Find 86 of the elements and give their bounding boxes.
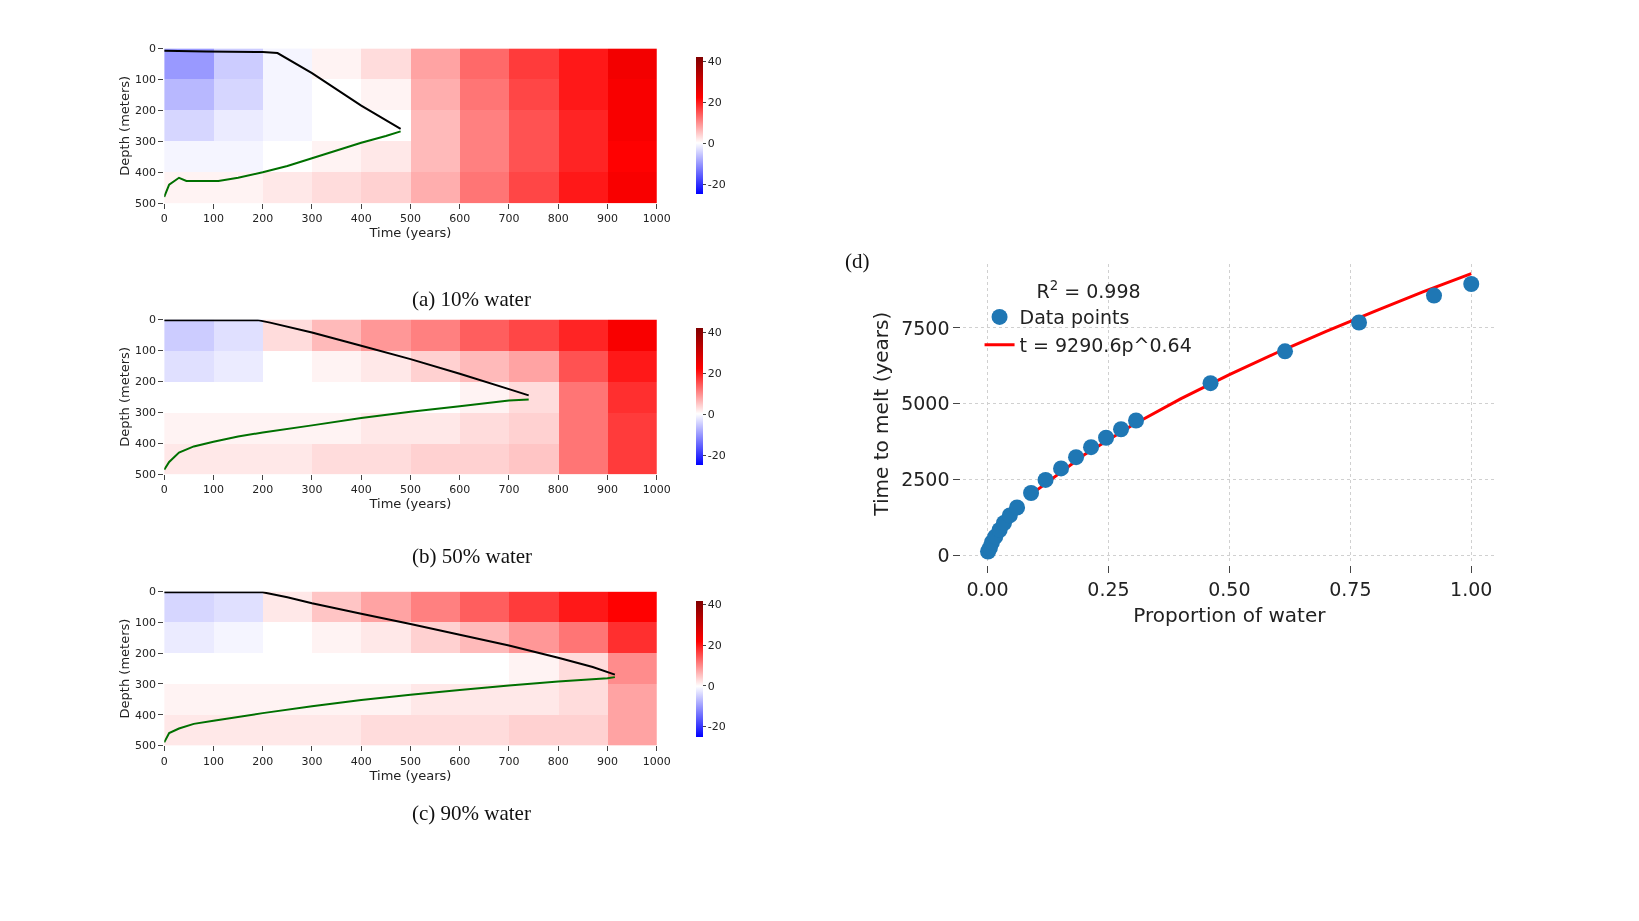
x-tick-label: 100 [202,212,224,226]
x-tick-label: 300 [301,483,323,497]
y-tick-label: 100 [135,73,157,87]
x-tick-label: 700 [498,483,520,497]
y-tick-label: 400 [135,437,157,451]
x-tick-label: 700 [498,754,520,768]
color-bar-label: 0 [707,137,715,151]
x-tick-label: 300 [301,754,323,768]
y-tick-label: 100 [135,344,157,358]
x-tick-label: 200 [252,212,274,226]
y-tick-label: 200 [135,375,157,389]
x-tick-label: 0 [160,483,168,497]
x-tick-label: 1.00 [1450,577,1493,600]
legend-label: t = 9290.6p^0.64 [1019,334,1192,357]
y-tick-label: 0 [937,544,950,567]
x-tick-label: 200 [252,483,274,497]
color-bar-label: 20 [707,367,722,381]
legend-label: Data points [1019,306,1130,329]
y-tick-label: 2500 [901,468,950,491]
color-bar-label: -20 [707,177,726,191]
color-bar-label: 40 [707,326,722,340]
color-bar-label: 40 [707,598,722,612]
chart-title: (d) [845,249,870,273]
x-tick-label: 0.00 [966,577,1009,600]
color-bar-label: 40 [707,55,722,69]
x-tick-label: 0.25 [1087,577,1130,600]
x-tick-label: 0.50 [1208,577,1251,600]
color-bar-label: 0 [707,679,715,693]
y-tick-label: 100 [135,616,157,630]
y-tick-label: 300 [135,677,157,691]
text: (b) 50% water [412,544,533,568]
color-bar-label: 20 [707,96,722,110]
y-tick-label: 500 [135,468,157,482]
x-tick-label: 1000 [642,483,671,497]
x-tick-label: 900 [597,754,618,768]
x-tick-label: 800 [547,212,569,226]
x-tick-label: 100 [202,483,224,497]
x-tick-label: 400 [350,212,372,226]
y-tick-label: 400 [135,166,157,180]
y-tick-label: 500 [135,739,157,753]
color-bar-label: -20 [707,449,726,463]
x-tick-label: 1000 [642,212,671,226]
text: (c) 90% water [412,801,531,825]
x-axis-title: Proportion of water [1133,603,1327,628]
x-tick-label: 400 [350,483,372,497]
y-tick-label: 400 [135,708,157,722]
x-tick-label: 1000 [642,754,671,768]
y-tick-label: 300 [135,406,157,420]
x-tick-label: 700 [498,212,520,226]
color-bar-label: 0 [707,408,715,422]
x-tick-label: 900 [597,212,618,226]
x-tick-label: 0 [160,212,168,226]
x-tick-label: 600 [449,483,471,497]
y-tick-label: 0 [149,42,157,56]
x-tick-label: 100 [202,754,224,768]
x-tick-label: 500 [399,483,421,497]
y-tick-label: 200 [135,646,157,660]
y-tick-label: 5000 [901,392,950,415]
x-tick-label: 800 [547,483,569,497]
y-tick-label: 7500 [901,316,950,339]
x-tick-label: 600 [449,212,471,226]
color-bar-label: 20 [707,639,722,653]
x-tick-label: 500 [399,212,421,226]
y-tick-label: 300 [135,135,157,149]
text: (a) 10% water [412,287,531,311]
legend-title: R$^{2}$ = 0.998 [1036,278,1141,303]
x-tick-label: 0.75 [1329,577,1372,600]
y-axis-title: Depth (meters) [116,618,132,719]
x-tick-label: 900 [597,483,618,497]
y-tick-label: 500 [135,197,157,211]
y-axis-title: Time to melt (years) [868,311,893,517]
x-tick-label: 300 [301,212,323,226]
x-tick-label: 200 [252,754,274,768]
x-axis-title: Time (years) [368,225,452,241]
x-axis-title: Time (years) [368,496,452,512]
y-tick-label: 0 [149,313,157,327]
x-tick-label: 800 [547,754,569,768]
y-tick-label: 200 [135,104,157,118]
x-axis-title: Time (years) [368,767,452,783]
color-bar-label: -20 [707,720,726,734]
y-axis-title: Depth (meters) [116,75,132,176]
y-axis-title: Depth (meters) [116,347,132,447]
x-tick-label: 0 [160,754,168,768]
x-tick-label: 600 [449,754,471,768]
x-tick-label: 500 [399,754,421,768]
x-tick-label: 400 [350,754,372,768]
